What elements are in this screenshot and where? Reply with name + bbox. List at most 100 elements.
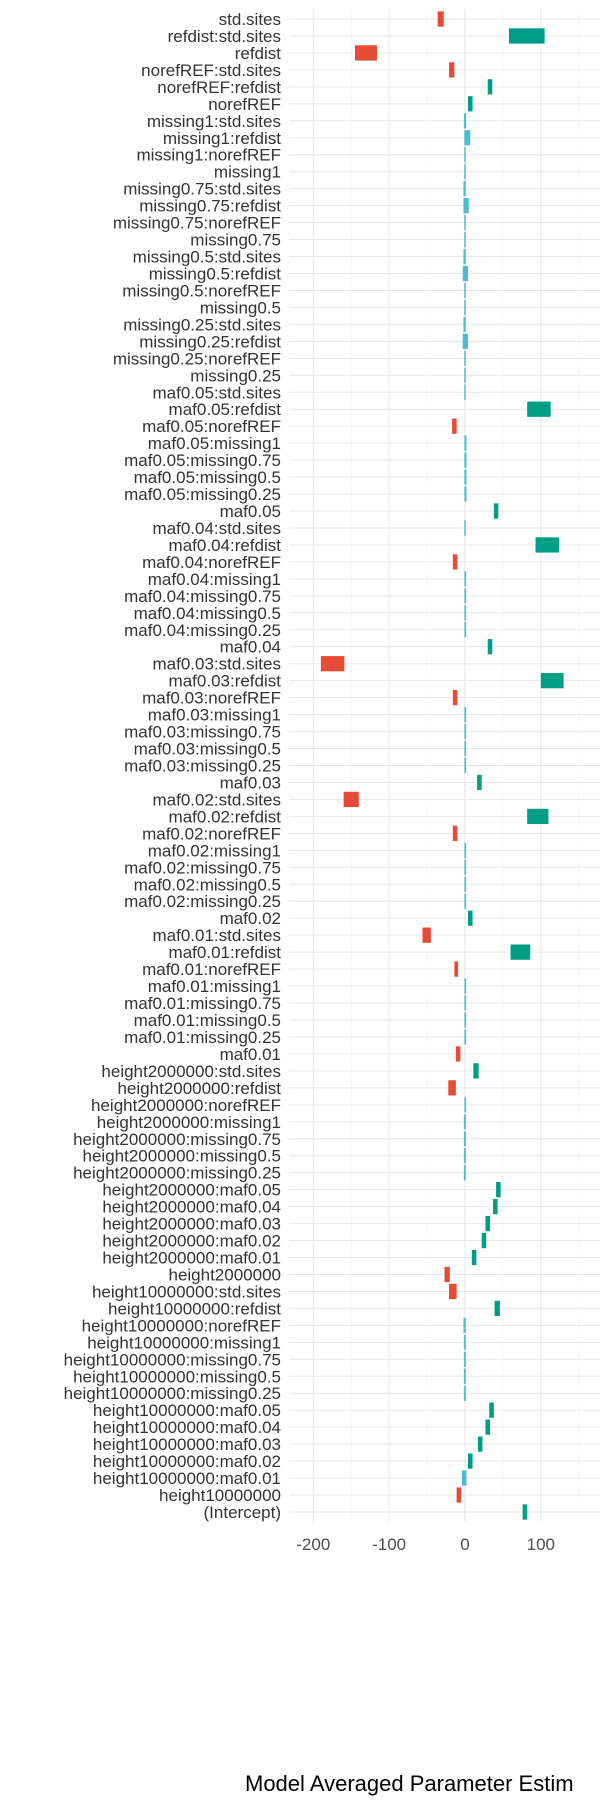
coef-bar bbox=[452, 554, 458, 570]
category-label: refdist:std.sites bbox=[168, 27, 281, 46]
category-label: height10000000:maf0.05 bbox=[93, 1401, 281, 1420]
coef-bar bbox=[464, 706, 467, 723]
category-labels: std.sitesrefdist:std.sitesrefdistnorefRE… bbox=[64, 10, 282, 1522]
category-label: height2000000:missing0.5 bbox=[83, 1147, 281, 1166]
coef-bar bbox=[462, 265, 469, 282]
category-label: maf0.01:refdist bbox=[169, 943, 282, 962]
category-label: maf0.04:missing1 bbox=[148, 570, 281, 589]
coef-bar bbox=[463, 1351, 466, 1367]
coef-bar bbox=[487, 639, 493, 655]
coef-bar bbox=[464, 130, 471, 146]
category-label: maf0.04:missing0.75 bbox=[124, 587, 281, 606]
coef-bar bbox=[540, 673, 564, 689]
coef-bar bbox=[522, 1504, 528, 1520]
coef-bar bbox=[464, 605, 467, 621]
coef-bar bbox=[354, 45, 377, 61]
x-tick-label: -200 bbox=[296, 1535, 330, 1554]
category-label: maf0.04:missing0.5 bbox=[134, 604, 281, 623]
category-label: missing1:refdist bbox=[163, 129, 281, 148]
category-label: height2000000:norefREF bbox=[91, 1096, 281, 1115]
category-label: (Intercept) bbox=[204, 1503, 281, 1522]
coef-bar bbox=[464, 859, 467, 875]
coef-bar bbox=[464, 876, 467, 892]
coef-bar bbox=[464, 1012, 467, 1028]
category-label: height10000000:missing0.25 bbox=[64, 1384, 281, 1403]
x-axis-title: Model Averaged Parameter Estim bbox=[245, 1771, 574, 1796]
category-label: maf0.03:norefREF bbox=[142, 689, 281, 708]
coef-bar bbox=[444, 1266, 450, 1283]
coef-bar bbox=[464, 350, 466, 366]
category-label: maf0.05:norefREF bbox=[142, 417, 281, 436]
coef-bar bbox=[463, 1334, 466, 1350]
category-label: height2000000:maf0.01 bbox=[102, 1249, 281, 1268]
category-label: maf0.05:missing1 bbox=[148, 434, 281, 453]
coef-bar bbox=[464, 231, 466, 248]
category-label: missing0.5:refdist bbox=[149, 264, 282, 283]
coef-bar bbox=[464, 469, 467, 485]
category-label: height10000000:missing1 bbox=[87, 1333, 281, 1352]
coef-bar bbox=[464, 893, 467, 909]
coef-bar bbox=[510, 944, 531, 960]
coef-bar bbox=[464, 1029, 467, 1045]
coef-bar bbox=[494, 1300, 500, 1317]
category-label: maf0.04:missing0.25 bbox=[124, 621, 281, 640]
coef-bar bbox=[464, 452, 467, 468]
coef-bar bbox=[463, 1165, 466, 1181]
coef-bar bbox=[463, 316, 466, 333]
category-label: maf0.02:norefREF bbox=[142, 824, 281, 843]
x-axis-ticks: -200 -100 0 100 bbox=[296, 1535, 555, 1554]
category-label: maf0.03:missing1 bbox=[148, 706, 281, 725]
category-label: height2000000:std.sites bbox=[101, 1062, 281, 1081]
coef-bar bbox=[468, 1453, 473, 1469]
coef-bar bbox=[489, 1402, 494, 1418]
category-label: missing0.25:refdist bbox=[139, 332, 281, 351]
coef-bar bbox=[508, 28, 545, 44]
coef-bar bbox=[461, 1470, 467, 1486]
coef-bar bbox=[464, 995, 467, 1011]
coef-bar bbox=[463, 1368, 466, 1384]
category-label: maf0.02:refdist bbox=[169, 807, 282, 826]
coef-bar bbox=[464, 384, 466, 400]
coef-bar bbox=[464, 740, 467, 757]
coef-bar bbox=[477, 774, 482, 791]
coef-bar bbox=[464, 588, 467, 604]
category-label: std.sites bbox=[219, 10, 281, 29]
coef-bar bbox=[481, 1232, 487, 1249]
coef-bar bbox=[464, 282, 466, 299]
coef-bar bbox=[464, 164, 466, 180]
grid-layer bbox=[289, 8, 600, 1523]
coef-bar bbox=[452, 825, 458, 841]
category-label: height2000000:maf0.04 bbox=[102, 1198, 281, 1217]
coef-bar bbox=[437, 11, 444, 27]
category-label: maf0.02:missing0.75 bbox=[124, 858, 281, 877]
coef-bar bbox=[463, 1317, 466, 1334]
coef-bar bbox=[468, 910, 473, 926]
category-label: maf0.04:refdist bbox=[169, 536, 282, 555]
coef-bar bbox=[462, 333, 469, 349]
coef-bar bbox=[485, 1419, 491, 1435]
category-label: norefREF:std.sites bbox=[141, 61, 281, 80]
category-label: missing1:std.sites bbox=[147, 112, 281, 131]
category-label: missing1:norefREF bbox=[136, 146, 281, 165]
x-tick-label: -100 bbox=[372, 1535, 406, 1554]
category-label: missing0.75:refdist bbox=[139, 197, 281, 216]
coef-bar bbox=[463, 1114, 466, 1130]
coef-bar bbox=[455, 1046, 461, 1062]
coef-bar bbox=[449, 1283, 457, 1300]
category-label: height10000000:std.sites bbox=[92, 1282, 281, 1301]
coef-bar bbox=[452, 418, 457, 434]
coef-bar bbox=[496, 1182, 501, 1198]
category-label: missing0.5 bbox=[200, 298, 281, 317]
coef-bar bbox=[464, 147, 466, 163]
category-label: height10000000:maf0.04 bbox=[93, 1418, 281, 1437]
coef-bar bbox=[464, 842, 467, 858]
coef-bar bbox=[463, 1131, 466, 1147]
coef-bar bbox=[464, 571, 467, 587]
coef-bar bbox=[463, 1385, 466, 1401]
coef-bar bbox=[448, 1080, 456, 1096]
coef-bar bbox=[471, 1249, 477, 1266]
category-label: maf0.04 bbox=[220, 638, 281, 657]
category-label: maf0.03:missing0.25 bbox=[124, 757, 281, 776]
category-label: height2000000:missing0.75 bbox=[73, 1130, 281, 1149]
category-label: maf0.01:missing0.75 bbox=[124, 994, 281, 1013]
